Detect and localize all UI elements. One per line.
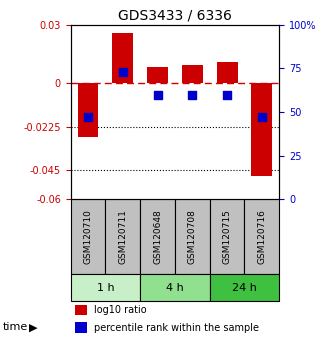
Bar [251,83,272,176]
Text: 4 h: 4 h [166,283,184,293]
Bar [78,83,99,137]
FancyBboxPatch shape [175,199,210,274]
Point [259,114,265,120]
Text: 1 h: 1 h [97,283,114,293]
FancyBboxPatch shape [140,274,210,301]
Title: GDS3433 / 6336: GDS3433 / 6336 [118,8,232,22]
Text: time: time [3,322,29,332]
Bar [75,322,87,333]
FancyBboxPatch shape [71,199,105,274]
FancyBboxPatch shape [140,199,175,274]
Text: GSM120710: GSM120710 [83,209,92,264]
Point [120,69,125,75]
Bar [112,33,133,83]
FancyBboxPatch shape [105,199,140,274]
Point [155,92,160,97]
Text: GSM120708: GSM120708 [188,209,197,264]
Bar [182,65,203,83]
Bar [75,305,87,315]
FancyBboxPatch shape [71,274,140,301]
Text: GSM120715: GSM120715 [222,209,232,264]
FancyBboxPatch shape [210,199,245,274]
Text: percentile rank within the sample: percentile rank within the sample [94,322,259,332]
Point [85,114,91,120]
Text: log10 ratio: log10 ratio [94,305,146,315]
Text: GSM120711: GSM120711 [118,209,127,264]
FancyBboxPatch shape [210,274,279,301]
Bar [147,67,168,83]
Text: 24 h: 24 h [232,283,257,293]
Text: GSM120648: GSM120648 [153,209,162,264]
FancyBboxPatch shape [245,199,279,274]
Text: ▶: ▶ [29,322,37,332]
Text: GSM120716: GSM120716 [257,209,266,264]
Point [224,92,230,97]
Bar [217,62,238,83]
Point [190,92,195,97]
